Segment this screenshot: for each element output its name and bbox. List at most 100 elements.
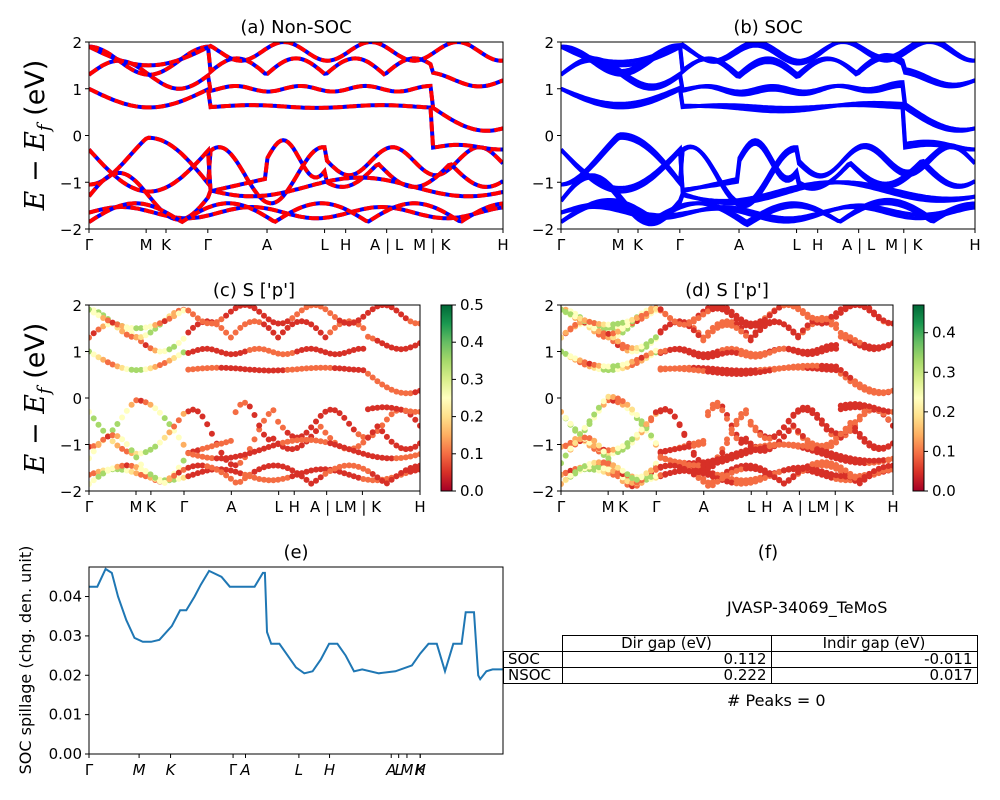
projection-point (194, 452, 201, 459)
projection-point (365, 333, 371, 340)
projection-point (747, 323, 754, 330)
projection-point (643, 425, 650, 432)
projection-point (114, 363, 121, 370)
projection-point (223, 312, 230, 319)
projection-point (562, 309, 569, 315)
projection-point (861, 408, 868, 415)
projection-point (790, 441, 797, 448)
projection-point (313, 428, 319, 435)
projection-point (350, 473, 357, 480)
projection-point (350, 447, 357, 454)
projection-point (213, 455, 220, 462)
projection-point (766, 471, 773, 478)
projection-point (780, 305, 787, 309)
band-line (561, 42, 975, 68)
projection-point (728, 312, 735, 319)
projection-point (194, 470, 201, 477)
projection-point (407, 318, 414, 325)
projection-point (171, 313, 178, 320)
projection-point (785, 305, 792, 308)
projection-point (776, 319, 783, 326)
x-tick-label: Γ (180, 498, 189, 516)
projection-point (780, 467, 787, 474)
projection-point (629, 436, 636, 443)
projection-point (614, 445, 621, 452)
projection-point (638, 354, 645, 361)
projection-point (175, 352, 182, 359)
projection-point (719, 407, 726, 414)
projection-point (833, 430, 840, 437)
projection-point (567, 353, 574, 360)
projection-point (847, 424, 854, 431)
x-tick-label: L (747, 498, 756, 516)
projection-point (871, 404, 877, 411)
projection-point (828, 342, 835, 349)
projection-point (780, 345, 787, 352)
projection-point (719, 458, 726, 465)
projection-point (761, 435, 768, 442)
projection-point (866, 386, 873, 393)
projection-point (799, 466, 806, 472)
projection-point (180, 307, 187, 314)
projection-point (814, 346, 821, 353)
projection-point (890, 462, 893, 469)
x-tick-label: H (289, 498, 300, 516)
projection-point (308, 437, 315, 443)
projection-point (804, 311, 811, 318)
projection-point (298, 473, 305, 480)
projection-point (667, 346, 674, 353)
projection-point (852, 378, 859, 385)
projection-point (624, 471, 631, 478)
projection-point (880, 457, 887, 464)
projection-point (123, 462, 130, 469)
projection-point (412, 320, 419, 327)
projection-point (402, 345, 409, 352)
projection-point (837, 453, 844, 459)
x-tick-label: A | L (370, 236, 404, 254)
colorbar-c (440, 304, 453, 492)
band-line (561, 202, 975, 224)
projection-point (595, 464, 602, 471)
band-line (561, 42, 975, 66)
x-tick-label: H (415, 761, 426, 779)
projection-point (256, 466, 263, 473)
projection-point (190, 451, 196, 458)
projection-point (700, 470, 707, 477)
projection-point (152, 347, 159, 354)
projection-point (861, 384, 868, 391)
x-tick-label: L (295, 761, 303, 779)
projection-point (714, 459, 721, 466)
x-tick-label: A (226, 498, 237, 516)
projection-point (828, 427, 835, 434)
projection-point (719, 370, 726, 377)
projection-point (246, 471, 253, 478)
projection-point (581, 359, 588, 366)
projection-point (809, 444, 816, 451)
projection-point (562, 452, 569, 459)
projection-point (562, 469, 569, 476)
projection-point (327, 364, 334, 371)
projection-point (402, 454, 409, 461)
x-tick-label: Γ (652, 498, 661, 516)
projection-point (633, 476, 640, 483)
x-tick-label: M | K (344, 498, 383, 516)
projection-point (662, 406, 669, 412)
projection-point (398, 445, 405, 452)
projection-point (880, 464, 887, 471)
projection-point (407, 408, 414, 415)
y-tick-label: 0 (544, 390, 554, 408)
projection-point (804, 322, 811, 329)
x-tick-label: M (602, 498, 615, 516)
projection-point (890, 408, 893, 415)
projection-point (128, 468, 135, 475)
projection-point (676, 422, 683, 429)
projection-point (322, 470, 329, 477)
projection-point (686, 468, 693, 475)
projection-point (289, 321, 296, 328)
projection-point (695, 332, 702, 339)
projection-point (591, 442, 598, 449)
projection-point (785, 441, 792, 448)
projection-point (852, 401, 859, 407)
projection-point (766, 312, 773, 319)
projection-point (567, 420, 574, 427)
